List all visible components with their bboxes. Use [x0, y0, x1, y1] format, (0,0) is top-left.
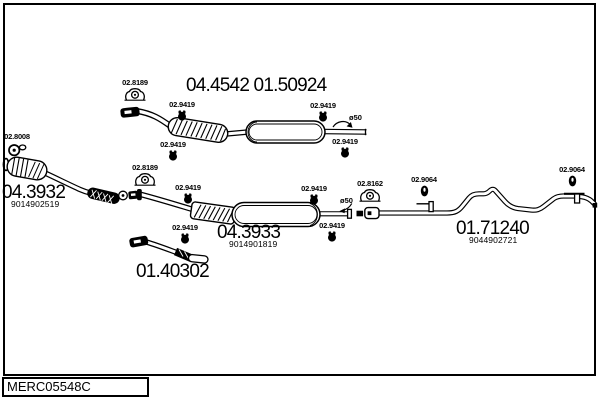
part-number-label: 02.9419 [175, 183, 201, 192]
catalyst-body [6, 156, 48, 181]
hanger-bracket-mid [428, 200, 434, 213]
pipe-clamp-icon [341, 147, 349, 158]
middle-assembly-drawing [128, 189, 364, 228]
callout-02-9419-5: 02.9419 [175, 184, 201, 204]
front-catalyst-body [167, 117, 229, 143]
pipe-clamp-icon [178, 110, 186, 121]
pipe-clamp-icon [169, 150, 177, 161]
callout-02-8189-2: 02.8189 [132, 164, 158, 186]
diameter-annotation-top: ø50 [349, 113, 362, 122]
part-number-label: 02.9419 [310, 101, 336, 110]
callout-02-9419-2: 02.9419 [310, 102, 336, 122]
rubber-ring-icon [420, 185, 428, 197]
tail-pipe-drawing [364, 186, 598, 220]
hanger-bracket-rear [573, 193, 581, 204]
middle-assembly-part-number: 04.3933 [217, 222, 281, 243]
flex-braid [87, 187, 120, 205]
part-number-label: 02.8162 [357, 179, 383, 188]
callout-02-8008: 02.8008 [4, 133, 30, 157]
pipe-clamp-icon [310, 194, 318, 205]
rubber-hanger-icon [134, 173, 156, 186]
diameter-arrow-top [332, 120, 351, 128]
callout-02-8189-1: 02.8189 [122, 79, 148, 101]
catalyst-part-number: 04.3932 [2, 182, 66, 203]
part-number-label: 02.9419 [319, 221, 345, 230]
callout-02-9419-1: 02.9419 [169, 101, 195, 121]
part-number-label: 02.9419 [332, 137, 358, 146]
drawing-code: MERC05548C [7, 379, 91, 394]
part-number-label: 02.9419 [172, 223, 198, 232]
tail-pipe-part-number: 01.71240 [456, 218, 530, 239]
rubber-ring-icon [568, 175, 576, 187]
pipe-clamp-icon [181, 233, 189, 244]
mount-bracket-icon [8, 144, 27, 157]
connecting-pipe-drawing [129, 235, 209, 264]
callout-02-9419-3: 02.9419 [160, 141, 186, 161]
drawing-border [3, 3, 596, 376]
part-number-label: 02.9419 [169, 100, 195, 109]
part-number-label: 02.9419 [160, 140, 186, 149]
drawing-code-box: MERC05548C [2, 377, 149, 397]
pipe-clamp-icon [184, 193, 192, 204]
part-number-label: 02.9064 [411, 175, 437, 184]
part-number-label: 02.9419 [301, 184, 327, 193]
callout-02-8162: 02.8162 [357, 180, 383, 202]
diameter-annotation-bottom: ø50 [340, 196, 353, 205]
front-muffler-body [245, 120, 326, 144]
part-number-label: 02.8189 [122, 78, 148, 87]
callout-02-9064-2: 02.9064 [559, 166, 585, 187]
middle-assembly-oe-number: 9014901819 [229, 239, 278, 249]
callout-02-9419-6: 02.9419 [301, 185, 327, 205]
catalyst-oe-number: 9014902519 [11, 199, 60, 209]
pipe-clamp-icon [319, 111, 327, 122]
front-assembly-part-number: 04.4542 01.50924 [186, 75, 327, 96]
sleeve-connector [364, 206, 380, 220]
middle-muffler-body [231, 201, 321, 228]
part-number-label: 02.8189 [132, 163, 158, 172]
middle-clamp [128, 190, 139, 200]
front-assembly-drawing [120, 106, 367, 144]
callout-02-9419-4: 02.9419 [332, 138, 358, 158]
connecting-pipe-part-number: 01.40302 [136, 261, 210, 282]
connecting-pipe-flange [129, 235, 149, 248]
rubber-hanger-icon [359, 189, 381, 202]
rubber-hanger-icon [124, 88, 146, 101]
part-number-label: 02.8008 [4, 132, 30, 141]
part-number-label: 02.9064 [559, 165, 585, 174]
callout-02-9419-7: 02.9419 [172, 224, 198, 244]
callout-02-9064-1: 02.9064 [411, 176, 437, 197]
tail-pipe-oe-number: 9044902721 [469, 235, 518, 245]
front-flange [120, 106, 140, 118]
callout-02-9419-8: 02.9419 [319, 222, 345, 242]
catalyst-drawing [2, 156, 128, 205]
pipe-clamp-icon [328, 231, 336, 242]
